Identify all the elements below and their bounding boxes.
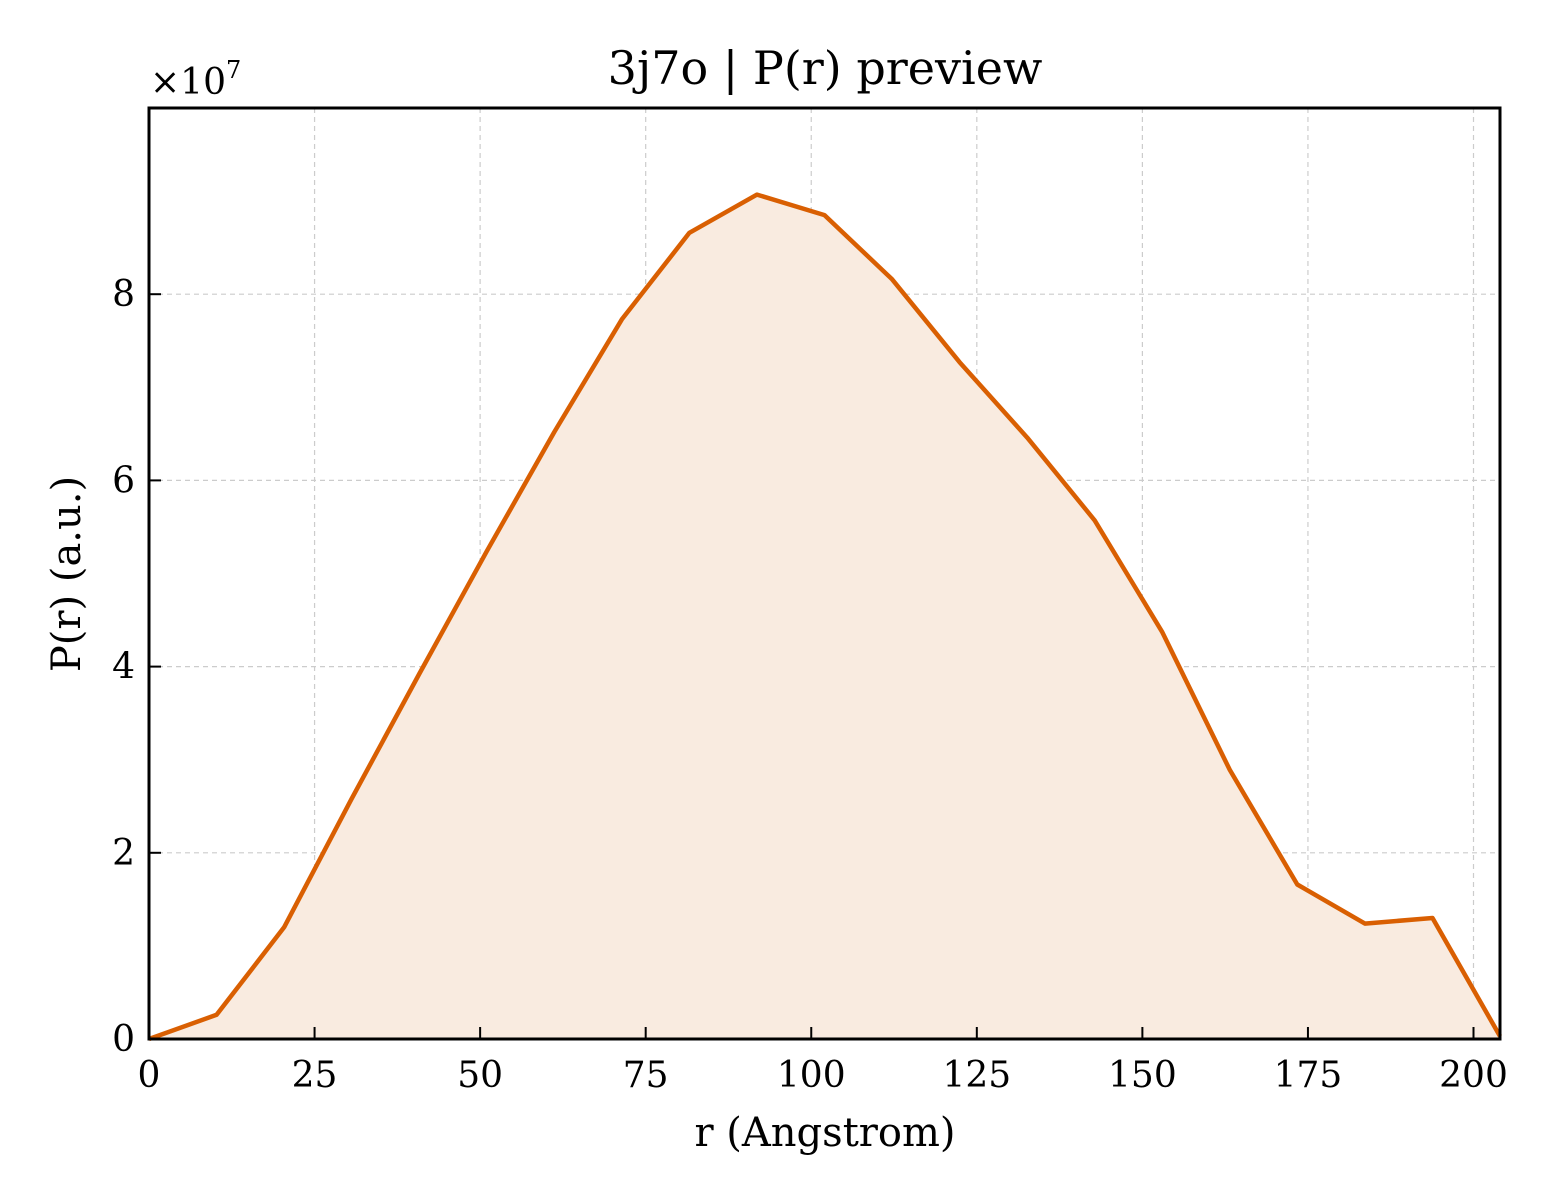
x-tick-label: 75 — [623, 1055, 669, 1096]
y-tick-label: 6 — [112, 460, 135, 501]
y-tick-label: 2 — [112, 833, 135, 874]
y-axis-label: P(r) (a.u.) — [44, 476, 90, 672]
chart-title: 3j7o | P(r) preview — [608, 41, 1043, 95]
x-tick-label: 25 — [292, 1055, 338, 1096]
x-tick-label: 125 — [942, 1055, 1011, 1096]
x-tick-label: 150 — [1108, 1055, 1177, 1096]
x-tick-label: 0 — [138, 1055, 161, 1096]
plot-frame — [147, 106, 1502, 1041]
y-tick-label: 0 — [112, 1019, 135, 1060]
y-multiplier-exponent: 7 — [226, 56, 241, 84]
x-axis-label: r (Angstrom) — [694, 1110, 955, 1156]
y-multiplier-base: ×10 — [150, 62, 226, 103]
x-tick-label: 50 — [457, 1055, 503, 1096]
axis-ticks: 0 25 50 75 100 125 150 175 200 0 2 4 6 8 — [112, 274, 1508, 1096]
y-tick-label: 8 — [112, 274, 135, 315]
x-tick-label: 200 — [1439, 1055, 1508, 1096]
pr-area-fill — [149, 194, 1500, 1040]
y-tick-label: 4 — [112, 647, 135, 688]
x-tick-label: 100 — [777, 1055, 846, 1096]
pr-series-line — [148, 192, 1502, 1042]
x-tick-label: 175 — [1274, 1055, 1343, 1096]
y-multiplier: ×107 — [150, 56, 241, 103]
